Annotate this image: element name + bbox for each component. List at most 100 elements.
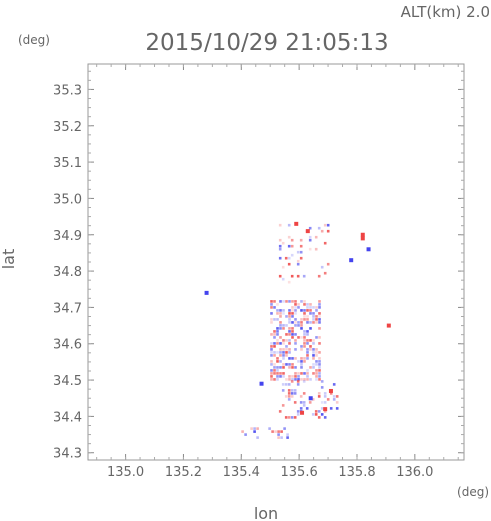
echo-pixel <box>288 327 291 330</box>
echo-pixel <box>281 383 285 386</box>
echo-pixel <box>300 360 303 363</box>
echo-pixel <box>315 372 318 375</box>
y-tick-label: 34.5 <box>53 374 82 389</box>
echo-pixel <box>287 256 291 260</box>
echo-pixel <box>270 369 273 372</box>
echo-pixel <box>314 410 318 413</box>
echo-pixel <box>291 375 294 378</box>
echo-pixel <box>285 345 288 348</box>
echo-pixel <box>317 416 321 419</box>
echo-pixel <box>335 401 339 404</box>
echo-pixel <box>276 309 279 312</box>
echo-point <box>308 396 313 401</box>
echo-pixel <box>286 433 289 436</box>
echo-pixel <box>290 380 294 383</box>
x-tick-label: 136.0 <box>396 465 433 480</box>
echo-pixel <box>273 336 276 339</box>
echo-pixel <box>244 433 247 436</box>
echo-pixel <box>287 395 291 398</box>
echo-pixel <box>270 303 273 306</box>
y-unit-label: (deg) <box>18 33 50 47</box>
echo-pixel <box>288 339 291 342</box>
echo-pixel <box>296 383 300 386</box>
echo-pixel <box>293 401 297 404</box>
echo-pixel <box>312 339 315 342</box>
echo-pixel <box>287 398 291 401</box>
echo-pixel <box>315 318 318 321</box>
echo-pixel <box>300 309 303 312</box>
echo-pixel <box>276 330 279 333</box>
echo-pixel <box>273 363 276 366</box>
echo-pixel <box>296 262 300 266</box>
echo-pixel <box>320 413 324 416</box>
echo-pixel <box>268 427 271 430</box>
echo-pixel <box>314 235 318 239</box>
echo-pixel <box>323 271 327 275</box>
echo-pixel <box>282 357 285 360</box>
echo-pixel <box>306 375 309 378</box>
echo-pixel <box>291 309 294 312</box>
echo-point <box>259 381 264 386</box>
echo-pixel <box>270 345 273 348</box>
echo-point <box>300 410 305 415</box>
echo-pixel <box>300 300 303 303</box>
echo-pixel <box>320 407 324 410</box>
echo-pixel <box>282 372 285 375</box>
echo-pixel <box>270 372 273 375</box>
echo-pixel <box>306 318 309 321</box>
echo-pixel <box>287 392 291 395</box>
echo-pixel <box>318 363 321 366</box>
echo-pixel <box>318 315 321 318</box>
echo-pixel <box>256 427 259 430</box>
echo-pixel <box>312 363 315 366</box>
echo-pixel <box>300 318 303 321</box>
echo-pixel <box>315 336 318 339</box>
echo-pixel <box>303 372 306 375</box>
echo-pixel <box>318 312 321 315</box>
echo-pixel <box>287 389 291 392</box>
echo-pixel <box>312 354 315 357</box>
echo-pixel <box>308 226 312 230</box>
echo-point <box>305 229 310 234</box>
echo-pixel <box>303 342 306 345</box>
echo-pixel <box>299 238 303 242</box>
echo-pixel <box>273 330 276 333</box>
echo-pixel <box>303 357 306 360</box>
echo-pixel <box>276 333 279 336</box>
echo-point <box>360 232 365 237</box>
echo-pixel <box>312 315 315 318</box>
echo-pixel <box>300 324 303 327</box>
echo-pixel <box>294 303 297 306</box>
echo-pixel <box>278 223 282 227</box>
echo-pixel <box>288 351 291 354</box>
echo-pixel <box>306 378 309 381</box>
echo-pixel <box>306 303 309 306</box>
echo-pixel <box>309 378 312 381</box>
echo-pixel <box>288 312 291 315</box>
echo-pixel <box>315 360 318 363</box>
y-tick-label: 35.3 <box>53 83 82 98</box>
echo-pixel <box>288 309 291 312</box>
echo-pixel <box>279 372 282 375</box>
echo-pixel <box>241 430 244 433</box>
echo-pixel <box>281 265 285 269</box>
echo-pixel <box>273 372 276 375</box>
echo-pixel <box>290 274 294 278</box>
echo-pixel <box>291 366 294 369</box>
echo-pixel <box>306 330 309 333</box>
echo-pixel <box>270 354 273 357</box>
echo-pixel <box>276 360 279 363</box>
echo-pixel <box>291 300 294 303</box>
echo-pixel <box>297 372 300 375</box>
echo-pixel <box>276 369 279 372</box>
echo-pixel <box>290 392 294 395</box>
echo-pixel <box>282 327 285 330</box>
echo-pixel <box>309 327 312 330</box>
echo-pixel <box>291 321 294 324</box>
echo-pixel <box>314 413 318 416</box>
echo-pixel <box>290 389 294 392</box>
echo-pixel <box>306 309 309 312</box>
echo-pixel <box>279 342 282 345</box>
echo-pixel <box>276 312 279 315</box>
